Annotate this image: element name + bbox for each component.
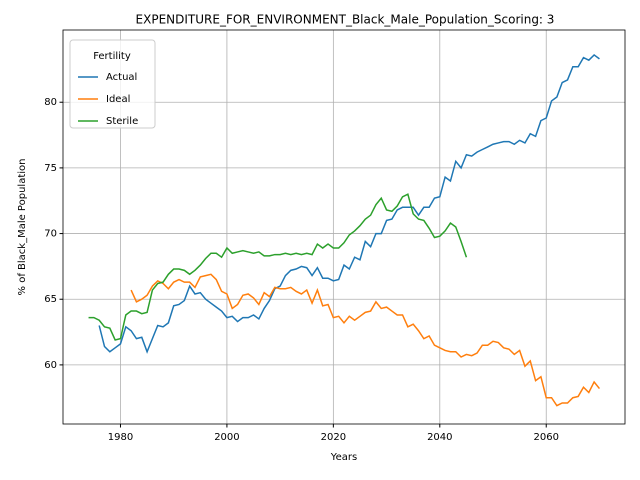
legend-box [69,39,156,129]
x-tick-label: 2000 [214,432,239,443]
y-tick-label: 65 [44,294,57,305]
plot-frame [62,29,626,425]
legend-label: Ideal [106,94,130,105]
series-line [98,53,600,354]
x-tick-label: 1980 [108,432,133,443]
x-tick-label: 2040 [427,432,452,443]
chart-title: EXPENDITURE_FOR_ENVIRONMENT_Black_Male_P… [136,13,555,27]
y-tick-label: 70 [44,229,57,240]
series-line [88,193,468,341]
y-axis-label: % of Black_Male Population [17,159,28,296]
legend-label: Actual [106,72,137,83]
x-axis-label: Years [330,452,357,463]
y-tick-label: 60 [44,360,57,371]
series-line [130,273,601,407]
x-tick-label: 2060 [534,432,559,443]
y-tick-label: 75 [44,163,57,174]
x-tick-label: 2020 [321,432,346,443]
y-tick-label: 80 [44,97,57,108]
legend-label: Sterile [106,116,138,127]
legend-title: Fertility [93,51,131,62]
